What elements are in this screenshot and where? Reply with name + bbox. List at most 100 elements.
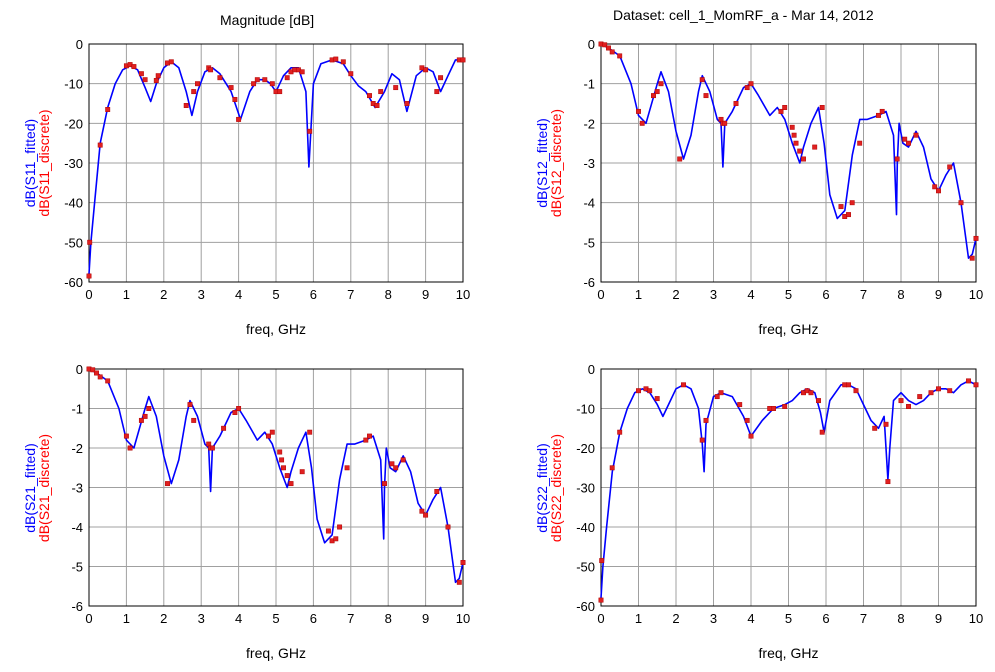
data-point-s12-discrete bbox=[958, 200, 964, 206]
data-point-s12-discrete bbox=[789, 124, 795, 130]
data-point-s22-discrete bbox=[872, 425, 878, 431]
data-point-s21-discrete bbox=[281, 465, 286, 471]
x-tick-label: 3 bbox=[710, 611, 717, 626]
x-tick-label: 2 bbox=[160, 287, 167, 302]
data-point-s22-discrete bbox=[782, 404, 788, 409]
data-point-s21-discrete bbox=[187, 402, 193, 408]
data-point-s11-discrete bbox=[97, 142, 103, 148]
x-tick-label: 3 bbox=[198, 611, 205, 626]
y-tick-label: -10 bbox=[576, 402, 595, 417]
y-tick-label: -20 bbox=[576, 441, 595, 456]
x-tick-label: 6 bbox=[310, 611, 317, 626]
data-point-s12-discrete bbox=[838, 204, 844, 210]
data-point-s12-discrete bbox=[703, 93, 709, 99]
data-point-s22-discrete bbox=[699, 437, 705, 443]
data-point-s12-discrete bbox=[636, 108, 641, 114]
x-tick-label: 5 bbox=[272, 287, 279, 302]
data-point-s11-discrete bbox=[195, 81, 200, 87]
left-title: Magnitude [dB] bbox=[220, 12, 315, 28]
data-point-s21-discrete bbox=[97, 374, 103, 380]
data-point-s22-discrete bbox=[703, 417, 709, 423]
data-point-s21-discrete bbox=[393, 465, 399, 471]
data-point-s12-discrete bbox=[793, 140, 799, 146]
data-point-s12-discrete bbox=[651, 93, 656, 99]
x-tick-label: 6 bbox=[822, 287, 829, 302]
x-axis-label: freq, GHz bbox=[759, 645, 819, 661]
data-point-s11-discrete bbox=[236, 116, 242, 122]
x-tick-label: 5 bbox=[785, 611, 792, 626]
data-point-s11-discrete bbox=[232, 97, 238, 102]
data-point-s12-discrete bbox=[791, 132, 797, 138]
data-point-s12-discrete bbox=[936, 188, 941, 194]
data-point-s22-discrete bbox=[936, 386, 941, 392]
data-point-s22-discrete bbox=[906, 404, 911, 409]
data-point-s12-discrete bbox=[902, 136, 908, 142]
data-point-s11-discrete bbox=[183, 103, 189, 108]
data-point-s11-discrete bbox=[423, 67, 429, 73]
y-tick-label: -6 bbox=[71, 599, 83, 614]
x-tick-label: 5 bbox=[785, 287, 792, 302]
data-point-s21-discrete bbox=[288, 481, 294, 487]
data-point-s22-discrete bbox=[598, 597, 604, 603]
x-tick-label: 9 bbox=[422, 611, 429, 626]
panel-s12: 0 1 2 3 4 5 6 7 8 9 10 -6 -5 -4 -3 -2 -1 0 freq, GHz dB(S12… bbox=[534, 37, 983, 337]
right-title: Dataset: cell_1_MomRF_a - Mar 14, 2012 bbox=[613, 7, 874, 23]
y-tick-label: -40 bbox=[576, 520, 595, 535]
y-tick-label: -2 bbox=[71, 441, 83, 456]
x-tick-label: 3 bbox=[710, 287, 717, 302]
data-point-s11-discrete bbox=[86, 273, 92, 279]
x-tick-label: 4 bbox=[747, 611, 754, 626]
data-point-s11-discrete bbox=[404, 101, 410, 106]
y-tick-label: -50 bbox=[576, 560, 595, 575]
x-tick-label: 9 bbox=[422, 287, 429, 302]
y-tick-label: -30 bbox=[64, 156, 83, 171]
data-point-s11-discrete bbox=[138, 71, 144, 77]
data-point-s11-discrete bbox=[307, 128, 313, 134]
x-tick-label: 10 bbox=[969, 287, 983, 302]
x-tick-label: 0 bbox=[597, 611, 604, 626]
data-point-s12-discrete bbox=[906, 140, 911, 146]
data-point-s21-discrete bbox=[307, 429, 313, 435]
data-point-s12-discrete bbox=[677, 156, 683, 162]
data-point-s21-discrete bbox=[382, 481, 387, 487]
data-point-s12-discrete bbox=[819, 105, 825, 110]
x-tick-label: 0 bbox=[597, 287, 604, 302]
x-tick-label: 4 bbox=[235, 611, 242, 626]
y-tick-label: -1 bbox=[583, 77, 595, 92]
data-point-s11-discrete bbox=[87, 239, 93, 245]
data-point-s21-discrete bbox=[333, 536, 339, 542]
data-point-s21-discrete bbox=[236, 406, 242, 411]
data-point-s22-discrete bbox=[654, 396, 660, 402]
data-point-s11-discrete bbox=[269, 81, 275, 87]
data-point-s12-discrete bbox=[639, 120, 645, 126]
data-point-s21-discrete bbox=[266, 433, 271, 439]
data-point-s12-discrete bbox=[913, 132, 919, 138]
data-point-s12-discrete bbox=[973, 235, 979, 241]
data-point-s21-discrete bbox=[277, 449, 283, 455]
data-point-s11-discrete bbox=[105, 107, 111, 112]
data-point-s21-discrete bbox=[165, 481, 170, 487]
x-tick-label: 8 bbox=[385, 287, 392, 302]
data-point-s22-discrete bbox=[748, 433, 754, 439]
data-point-s12-discrete bbox=[722, 120, 728, 126]
x-tick-label: 10 bbox=[969, 611, 983, 626]
y-tick-label: -5 bbox=[583, 235, 595, 250]
y-tick-label: -20 bbox=[64, 116, 83, 131]
data-point-s21-discrete bbox=[325, 528, 331, 534]
y-tick-label: -3 bbox=[71, 481, 83, 496]
y-tick-label: 0 bbox=[588, 37, 595, 52]
data-point-s21-discrete bbox=[123, 433, 129, 439]
data-point-s22-discrete bbox=[771, 406, 776, 411]
data-point-s22-discrete bbox=[617, 429, 623, 435]
data-point-s21-discrete bbox=[434, 489, 440, 494]
x-tick-label: 7 bbox=[860, 287, 867, 302]
data-point-s22-discrete bbox=[647, 388, 653, 394]
y-tick-label: -10 bbox=[64, 77, 83, 92]
data-point-s11-discrete bbox=[460, 57, 466, 63]
x-tick-label: 4 bbox=[747, 287, 754, 302]
data-point-s11-discrete bbox=[340, 59, 346, 65]
plot-frame bbox=[600, 43, 977, 283]
data-point-s12-discrete bbox=[812, 144, 818, 150]
data-point-s21-discrete bbox=[367, 433, 372, 439]
data-point-s11-discrete bbox=[254, 77, 260, 83]
